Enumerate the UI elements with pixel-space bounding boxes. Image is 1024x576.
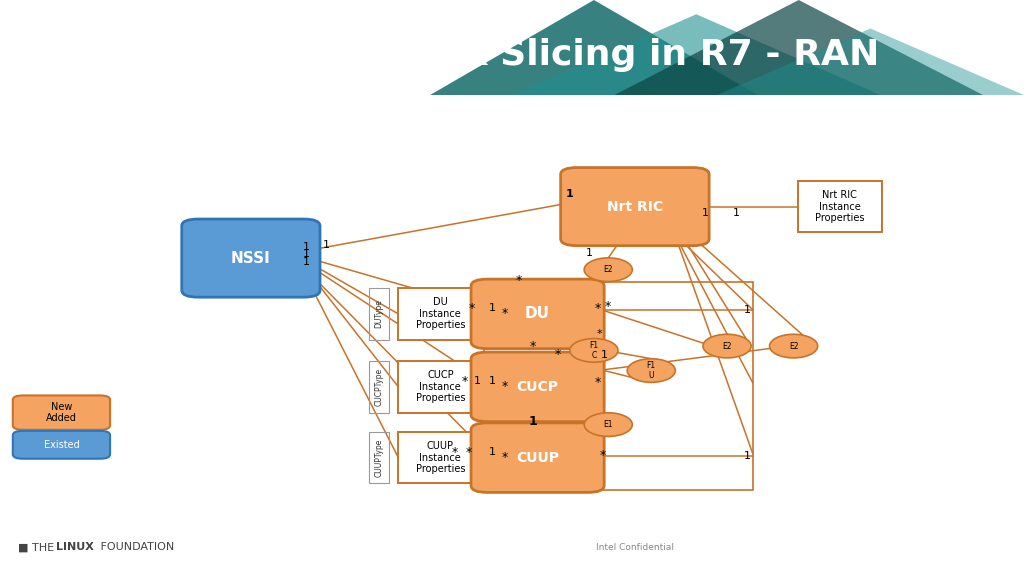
Text: CUCP: CUCP	[516, 380, 559, 394]
Text: 1: 1	[528, 415, 537, 427]
Text: 1: 1	[733, 208, 739, 218]
Text: 1: 1	[489, 304, 496, 313]
Text: FOUNDATION: FOUNDATION	[97, 543, 174, 552]
Text: *: *	[502, 308, 508, 320]
Ellipse shape	[584, 258, 632, 282]
Ellipse shape	[770, 334, 817, 358]
Polygon shape	[614, 0, 983, 95]
FancyBboxPatch shape	[182, 219, 319, 297]
Text: *: *	[469, 302, 475, 315]
Text: Existed: Existed	[44, 439, 79, 450]
Text: NSSI: NSSI	[231, 251, 270, 266]
Text: CUCPType: CUCPType	[375, 368, 383, 406]
Text: *: *	[595, 376, 601, 389]
Text: *: *	[605, 300, 611, 313]
Text: *: *	[502, 380, 508, 393]
Polygon shape	[430, 0, 758, 95]
Bar	[398, 288, 482, 340]
FancyBboxPatch shape	[561, 168, 709, 245]
Text: E2: E2	[788, 342, 799, 351]
Text: *: *	[452, 446, 458, 458]
Text: DU
Instance
Properties: DU Instance Properties	[416, 297, 465, 331]
Ellipse shape	[702, 334, 751, 358]
FancyBboxPatch shape	[12, 396, 111, 430]
Text: *: *	[466, 446, 472, 458]
FancyBboxPatch shape	[471, 279, 604, 348]
Text: 1: 1	[303, 256, 309, 267]
Text: 1: 1	[489, 447, 496, 457]
Text: 1: 1	[324, 240, 330, 250]
Text: 1: 1	[744, 305, 751, 314]
Text: AAI Model for Network Slicing in R7 - RAN: AAI Model for Network Slicing in R7 - RA…	[26, 38, 879, 72]
Bar	[369, 432, 389, 483]
Text: E1: E1	[603, 420, 613, 429]
Ellipse shape	[584, 413, 632, 437]
Text: DU: DU	[525, 306, 550, 321]
Text: 1: 1	[303, 242, 309, 252]
Text: 1: 1	[702, 208, 709, 218]
Text: 1: 1	[489, 376, 496, 386]
Bar	[798, 181, 882, 232]
Text: *: *	[529, 340, 536, 354]
Text: E2: E2	[603, 265, 613, 274]
Text: 1: 1	[601, 350, 607, 359]
Text: ■ THE: ■ THE	[18, 543, 58, 552]
Ellipse shape	[569, 339, 617, 362]
Text: CUUPType: CUUPType	[375, 438, 383, 477]
Polygon shape	[512, 14, 881, 95]
FancyBboxPatch shape	[471, 423, 604, 492]
Bar	[398, 361, 482, 412]
Text: 1: 1	[474, 376, 480, 386]
Text: 1: 1	[587, 248, 593, 257]
Text: DUType: DUType	[375, 300, 383, 328]
Text: CUUP: CUUP	[516, 450, 559, 465]
Text: Intel Confidential: Intel Confidential	[596, 543, 674, 552]
Ellipse shape	[627, 359, 676, 382]
Text: CUUP
Instance
Properties: CUUP Instance Properties	[416, 441, 465, 474]
Text: *: *	[502, 451, 508, 464]
Text: Nrt RIC: Nrt RIC	[607, 200, 663, 214]
FancyBboxPatch shape	[12, 431, 111, 458]
Text: CUCP
Instance
Properties: CUCP Instance Properties	[416, 370, 465, 403]
Text: LINUX: LINUX	[56, 543, 94, 552]
Bar	[398, 432, 482, 483]
Text: *: *	[600, 449, 606, 462]
Text: Nrt RIC
Instance
Properties: Nrt RIC Instance Properties	[815, 190, 864, 223]
Text: F1
C: F1 C	[590, 340, 598, 360]
Text: *: *	[595, 302, 601, 315]
Text: E2: E2	[722, 342, 732, 351]
Text: *: *	[462, 375, 468, 388]
Text: *: *	[596, 329, 602, 339]
FancyBboxPatch shape	[471, 352, 604, 422]
Text: F1
U: F1 U	[647, 361, 655, 380]
Text: New
Added: New Added	[46, 402, 77, 423]
Bar	[369, 288, 389, 340]
Polygon shape	[717, 29, 1024, 95]
Text: 1: 1	[744, 450, 751, 460]
Text: *: *	[516, 274, 522, 287]
Text: 1: 1	[303, 249, 309, 259]
Bar	[484, 282, 753, 490]
Bar	[369, 361, 389, 412]
Text: 1: 1	[565, 189, 573, 199]
Text: *: *	[555, 348, 561, 361]
